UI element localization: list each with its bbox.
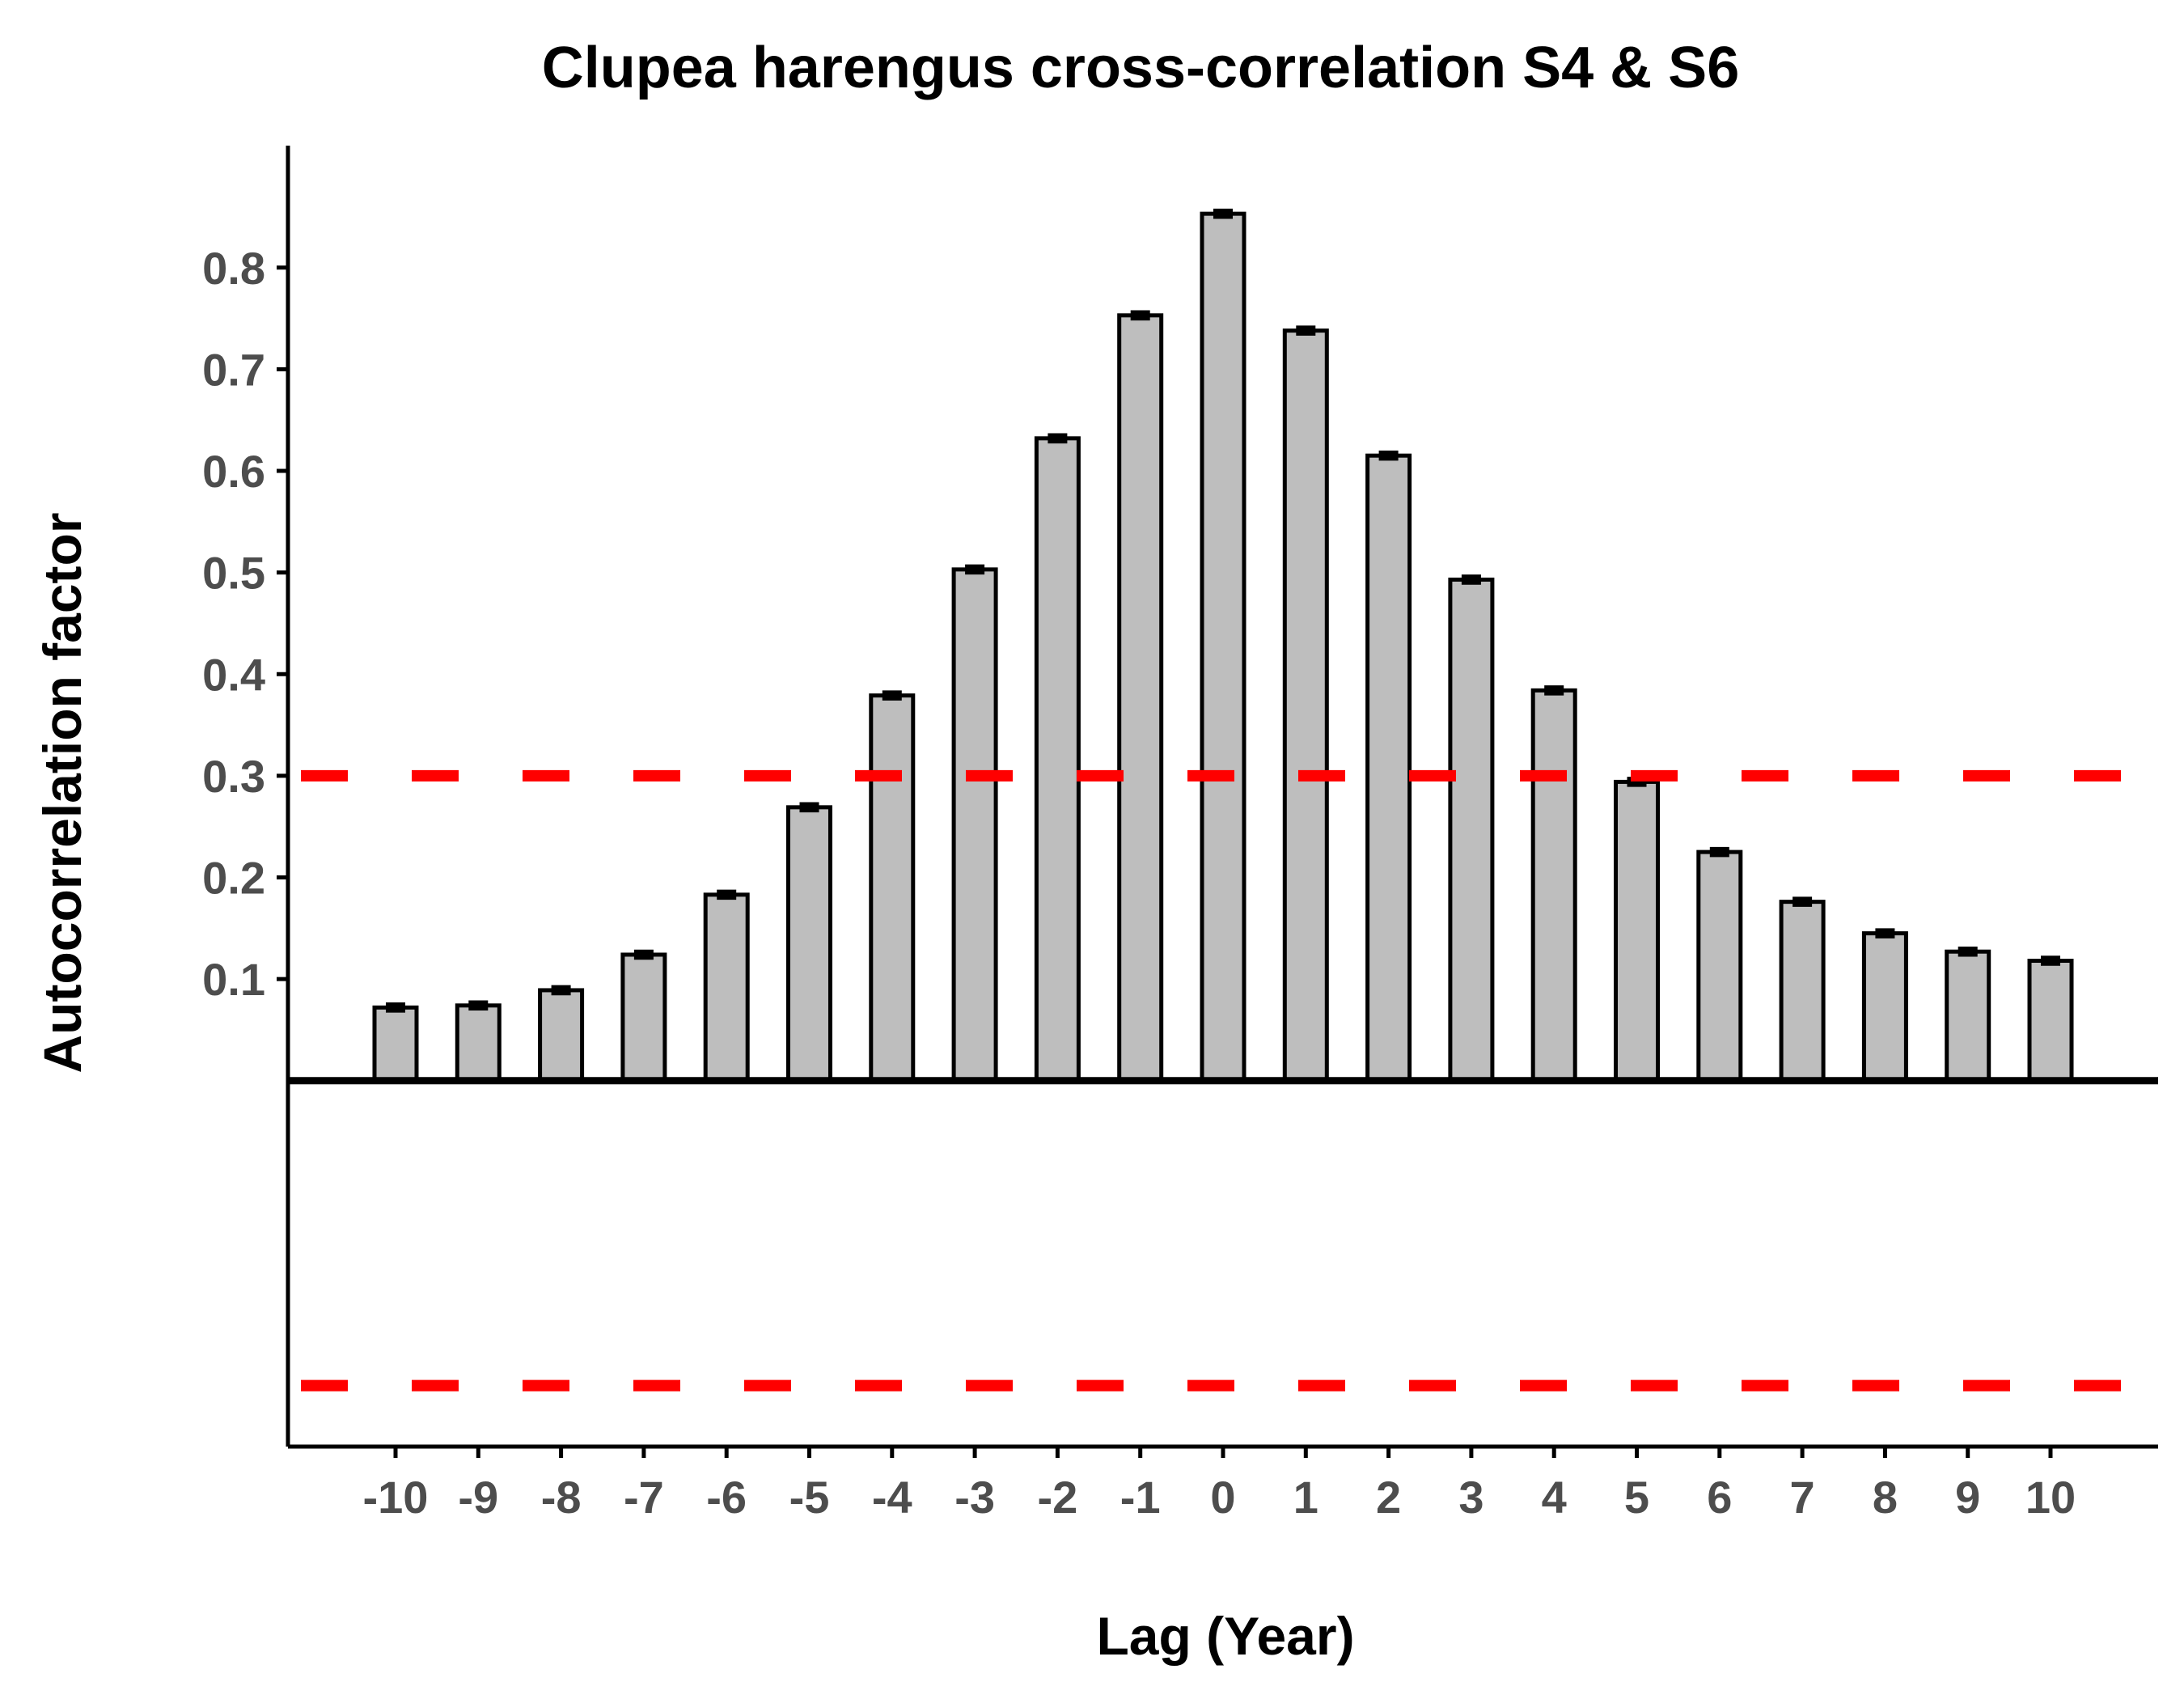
bar [1282,328,1329,1083]
y-tick-label: 0.6 [202,446,265,497]
x-tick-label: -9 [458,1472,498,1523]
y-tick-label: 0.8 [202,243,265,294]
bar [620,952,667,1083]
bar [1365,453,1412,1083]
y-tick-label: 0.5 [202,548,265,599]
x-tick-label: 2 [1376,1472,1401,1523]
bar [1945,949,1991,1083]
y-tick-label: 0.4 [202,649,265,700]
x-tick-label: 6 [1707,1472,1732,1523]
x-tick-label: 5 [1624,1472,1649,1523]
bar [1530,688,1577,1083]
bar [1117,313,1164,1083]
y-tick-label: 0.3 [202,751,265,802]
bar [703,892,750,1083]
y-tick-label: 0.1 [202,954,265,1005]
x-tick-label: -3 [954,1472,995,1523]
bar [455,1003,502,1083]
bar [2027,959,2074,1083]
x-tick-label: -8 [541,1472,582,1523]
bar [1614,779,1661,1083]
x-tick-label: -1 [1120,1472,1161,1523]
x-tick-label: -6 [706,1472,747,1523]
y-tick-label: 0.2 [202,853,265,904]
x-axis-title: Lag (Year) [1096,1606,1354,1666]
bar [1200,211,1246,1083]
x-tick-label: -2 [1037,1472,1077,1523]
bar [1861,931,1908,1083]
bar [785,805,832,1083]
y-tick-label: 0.7 [202,344,265,395]
x-tick-label: 3 [1458,1472,1484,1523]
x-tick-label: -4 [872,1472,912,1523]
x-tick-label: 4 [1542,1472,1567,1523]
x-tick-label: 9 [1955,1472,1980,1523]
x-tick-label: 10 [2025,1472,2076,1523]
plot-area: 0.10.20.30.40.50.60.70.8-10 -9 -8 -7 -6 -5 -4-… [202,146,2158,1523]
x-tick-label: 7 [1790,1472,1815,1523]
y-axis-title: Autocorrelation factor [32,512,92,1073]
x-tick-label: 0 [1210,1472,1235,1523]
bar [1696,850,1743,1083]
bar [1448,577,1495,1083]
bar [1779,900,1826,1083]
chart-title: Clupea harengus cross-correlation S4 & S… [542,36,1739,100]
x-tick-label: -10 [363,1472,429,1523]
x-tick-label: 8 [1873,1472,1898,1523]
bar [869,693,916,1083]
bar [372,1005,419,1083]
x-tick-label: -7 [624,1472,664,1523]
bar [951,567,998,1083]
bar [1034,436,1081,1083]
bar [538,988,585,1083]
x-tick-label: 1 [1293,1472,1318,1523]
x-tick-label: -5 [789,1472,830,1523]
